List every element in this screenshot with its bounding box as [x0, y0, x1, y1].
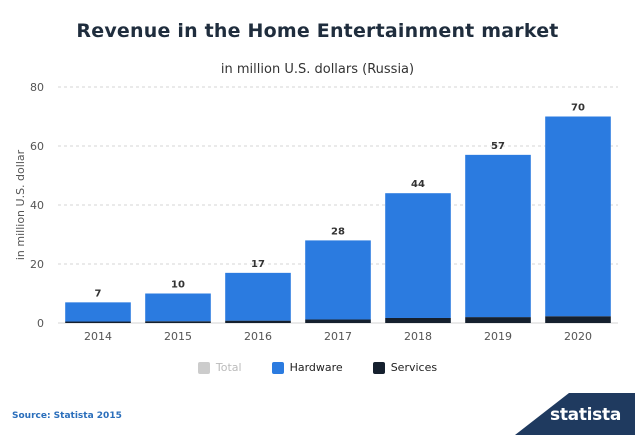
- bar-hardware: [385, 193, 451, 318]
- bar-services: [305, 319, 371, 323]
- legend-item-total[interactable]: Total: [197, 361, 242, 374]
- x-tick-label: 2015: [164, 330, 192, 343]
- bar-hardware: [465, 154, 531, 318]
- legend-label: Hardware: [289, 361, 343, 374]
- legend-swatch: [197, 361, 210, 374]
- data-label: 70: [571, 103, 585, 114]
- y-tick-label: 80: [30, 81, 44, 94]
- legend-swatch: [372, 361, 385, 374]
- data-label: 57: [491, 141, 505, 152]
- legend-item-hardware[interactable]: Hardware: [271, 361, 343, 374]
- bar-services: [65, 321, 131, 323]
- y-tick-label: 40: [30, 199, 44, 212]
- y-axis-label: in million U.S. dollar: [14, 149, 27, 260]
- legend-label: Services: [390, 361, 438, 374]
- x-tick-label: 2019: [484, 330, 512, 343]
- x-tick-label: 2017: [324, 330, 352, 343]
- data-label: 7: [95, 288, 102, 299]
- bar-services: [385, 317, 451, 323]
- bar-hardware: [225, 272, 291, 321]
- x-tick-label: 2014: [84, 330, 112, 343]
- x-tick-label: 2018: [404, 330, 432, 343]
- bar-hardware: [145, 293, 211, 322]
- bar-services: [545, 316, 611, 323]
- bar-services: [225, 320, 291, 323]
- legend-label: Total: [215, 361, 242, 374]
- data-label: 44: [411, 179, 425, 190]
- source-note: Source: Statista 2015: [12, 411, 122, 421]
- y-tick-label: 60: [30, 140, 44, 153]
- x-tick-label: 2020: [564, 330, 592, 343]
- bar-hardware: [305, 240, 371, 320]
- chart-legend: Total Hardware Services: [0, 361, 635, 374]
- chart-title: Revenue in the Home Entertainment market: [76, 20, 559, 42]
- y-tick-label: 0: [37, 317, 44, 330]
- logo-text: statista: [550, 405, 621, 425]
- data-label: 28: [331, 226, 345, 237]
- bar-services: [145, 321, 211, 323]
- legend-item-services[interactable]: Services: [372, 361, 438, 374]
- bar-hardware: [545, 116, 611, 317]
- data-label: 10: [171, 280, 185, 291]
- y-tick-label: 20: [30, 258, 44, 271]
- bar-hardware: [65, 302, 131, 322]
- bar-services: [465, 317, 531, 323]
- legend-swatch: [271, 361, 284, 374]
- chart-subtitle: in million U.S. dollars (Russia): [220, 62, 415, 77]
- data-label: 17: [251, 259, 265, 270]
- x-tick-label: 2016: [244, 330, 272, 343]
- statista-logo: statista: [515, 393, 635, 435]
